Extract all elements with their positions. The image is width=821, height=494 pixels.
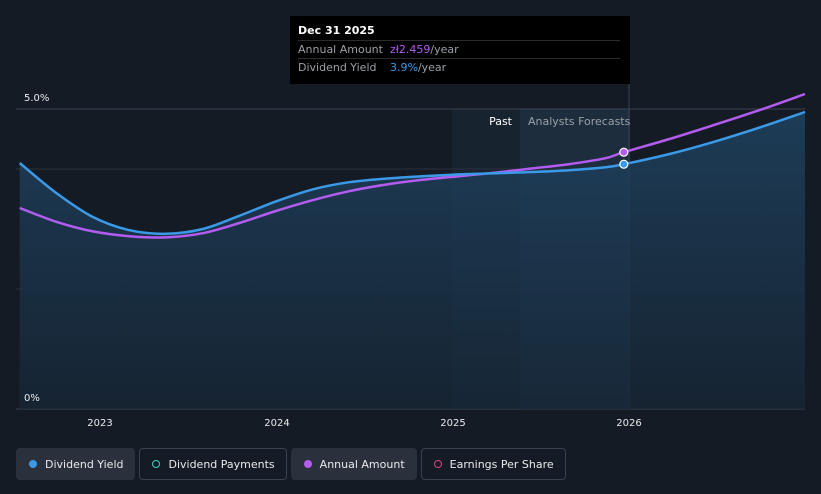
legend-label: Dividend Yield bbox=[45, 457, 124, 471]
tooltip-value: 3.9% bbox=[390, 61, 418, 74]
hollow-dot-icon bbox=[433, 460, 442, 468]
legend-earnings-per-share[interactable]: Earnings Per Share bbox=[420, 448, 566, 480]
legend-label: Dividend Payments bbox=[168, 457, 275, 471]
x-tick-label-2024: 2024 bbox=[264, 418, 289, 429]
tooltip-label: Dividend Yield bbox=[298, 61, 377, 74]
dividend-yield-area bbox=[19, 112, 805, 409]
tooltip-label: Annual Amount bbox=[298, 43, 383, 56]
annual-amount-marker bbox=[619, 147, 629, 157]
legend-label: Annual Amount bbox=[319, 457, 405, 471]
tooltip-unit: /year bbox=[430, 43, 459, 56]
past-label: Past bbox=[489, 115, 513, 128]
y-tick-label-top: 5.0% bbox=[24, 93, 49, 104]
legend-dividend-payments[interactable]: Dividend Payments bbox=[139, 448, 287, 480]
legend-dividend-yield[interactable]: Dividend Yield bbox=[16, 448, 136, 480]
tooltip-row-annual-amount: Annual Amount zł2.459/year bbox=[298, 40, 620, 58]
filled-dot-icon bbox=[303, 460, 312, 468]
tooltip-date: Dec 31 2025 bbox=[298, 24, 375, 37]
legend-label: Earnings Per Share bbox=[449, 457, 554, 471]
legend-annual-amount[interactable]: Annual Amount bbox=[290, 448, 417, 480]
filled-dot-icon bbox=[29, 460, 37, 468]
y-tick-label-bottom: 0% bbox=[24, 393, 40, 404]
x-tick-label-2026: 2026 bbox=[616, 418, 641, 429]
tooltip-row-dividend-yield: Dividend Yield 3.9%/year bbox=[298, 58, 620, 76]
dividend-yield-marker bbox=[619, 159, 629, 169]
tooltip: Dec 31 2025 Annual Amount zł2.459/year Di… bbox=[290, 16, 630, 84]
x-tick-label-2025: 2025 bbox=[440, 418, 465, 429]
dividend-yield-line bbox=[18, 110, 806, 236]
x-tick-label-2023: 2023 bbox=[87, 418, 112, 429]
hollow-dot-icon bbox=[152, 460, 161, 468]
forecast-label: Analysts Forecasts bbox=[528, 115, 631, 128]
annual-amount-line bbox=[19, 92, 806, 239]
tooltip-value: zł2.459 bbox=[390, 43, 431, 56]
legend: Dividend Yield Dividend Payments Annual … bbox=[16, 448, 566, 480]
tooltip-unit: /year bbox=[417, 61, 447, 74]
